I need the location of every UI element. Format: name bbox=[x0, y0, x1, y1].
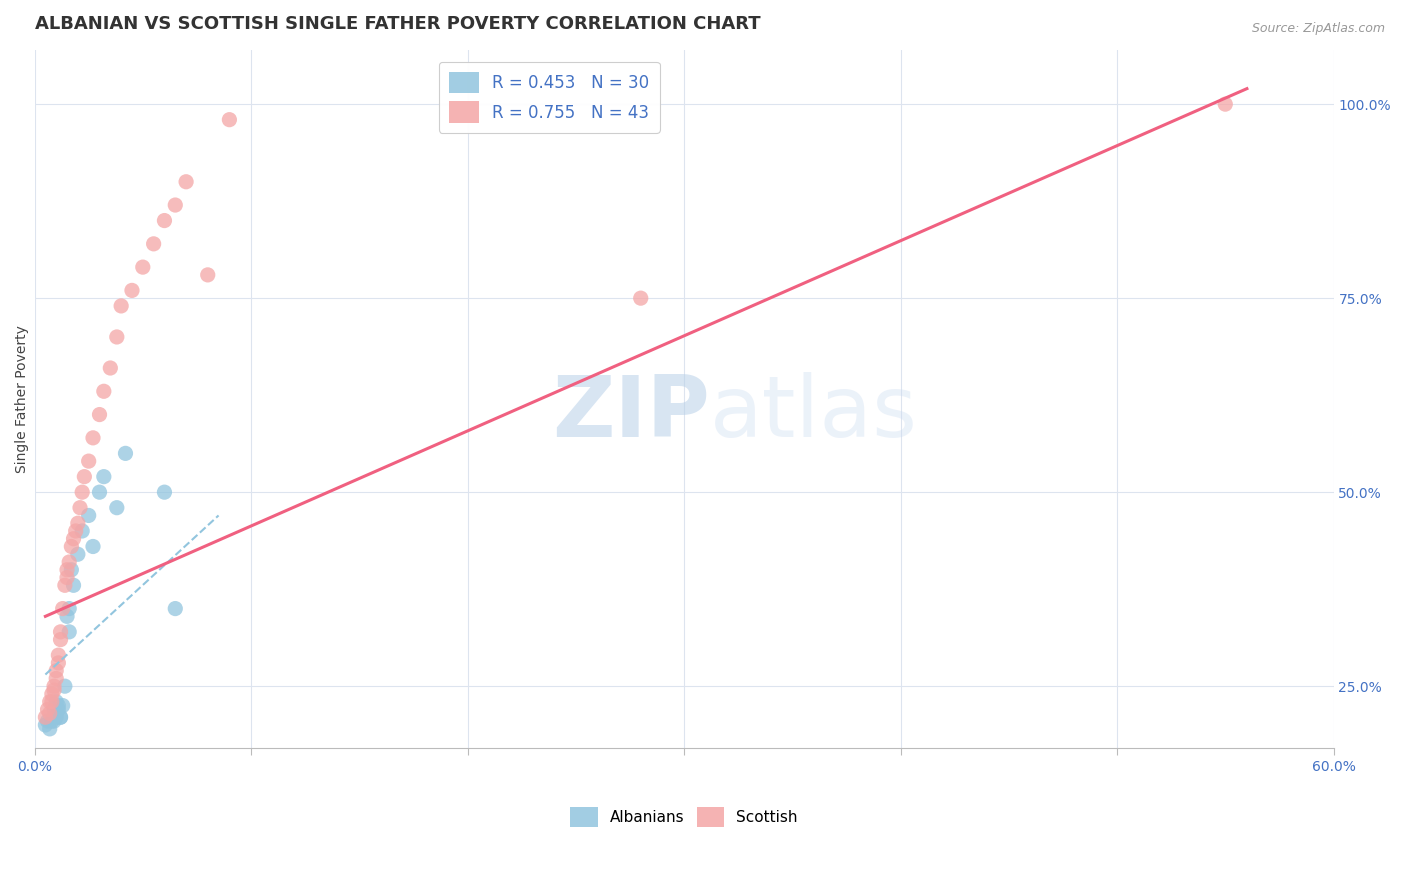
Point bbox=[45, 706, 67, 721]
Text: ZIP: ZIP bbox=[553, 371, 710, 455]
Point bbox=[110, 299, 132, 313]
Point bbox=[165, 198, 187, 212]
Point bbox=[153, 485, 176, 500]
Point bbox=[56, 563, 79, 577]
Point bbox=[58, 601, 80, 615]
Point bbox=[45, 672, 67, 686]
Point bbox=[49, 710, 72, 724]
Point bbox=[93, 469, 115, 483]
Point bbox=[53, 578, 76, 592]
Text: Source: ZipAtlas.com: Source: ZipAtlas.com bbox=[1251, 22, 1385, 36]
Legend: Albanians, Scottish: Albanians, Scottish bbox=[564, 801, 804, 833]
Point bbox=[58, 555, 80, 569]
Point bbox=[142, 236, 165, 251]
Point bbox=[77, 454, 100, 468]
Point bbox=[66, 547, 89, 561]
Point bbox=[174, 175, 197, 189]
Point bbox=[38, 695, 60, 709]
Point bbox=[105, 500, 128, 515]
Point bbox=[197, 268, 219, 282]
Point bbox=[60, 540, 83, 554]
Point bbox=[70, 485, 93, 500]
Point bbox=[98, 361, 121, 376]
Point bbox=[93, 384, 115, 399]
Point bbox=[56, 570, 79, 584]
Point bbox=[37, 702, 59, 716]
Point bbox=[218, 112, 240, 127]
Point bbox=[45, 710, 67, 724]
Point bbox=[1213, 97, 1236, 112]
Point bbox=[53, 679, 76, 693]
Point bbox=[52, 601, 75, 615]
Point bbox=[42, 679, 65, 693]
Point bbox=[62, 532, 84, 546]
Point bbox=[38, 722, 60, 736]
Point bbox=[82, 431, 104, 445]
Point bbox=[89, 408, 111, 422]
Point bbox=[45, 695, 67, 709]
Point bbox=[82, 540, 104, 554]
Point bbox=[48, 702, 70, 716]
Y-axis label: Single Father Poverty: Single Father Poverty bbox=[15, 325, 30, 473]
Text: ALBANIAN VS SCOTTISH SINGLE FATHER POVERTY CORRELATION CHART: ALBANIAN VS SCOTTISH SINGLE FATHER POVER… bbox=[35, 15, 761, 33]
Point bbox=[34, 718, 56, 732]
Point bbox=[52, 698, 75, 713]
Point bbox=[73, 469, 96, 483]
Point bbox=[38, 706, 60, 721]
Point bbox=[49, 710, 72, 724]
Point bbox=[37, 714, 59, 728]
Point bbox=[42, 714, 65, 728]
Point bbox=[121, 284, 143, 298]
Point bbox=[60, 563, 83, 577]
Point bbox=[66, 516, 89, 531]
Point bbox=[630, 291, 652, 305]
Point bbox=[45, 664, 67, 678]
Point bbox=[165, 601, 187, 615]
Point bbox=[132, 260, 155, 274]
Point bbox=[41, 714, 63, 728]
Point bbox=[48, 698, 70, 713]
Point bbox=[49, 632, 72, 647]
Point bbox=[62, 578, 84, 592]
Point bbox=[41, 695, 63, 709]
Text: atlas: atlas bbox=[710, 371, 918, 455]
Point bbox=[58, 624, 80, 639]
Point bbox=[89, 485, 111, 500]
Point bbox=[49, 624, 72, 639]
Point bbox=[42, 702, 65, 716]
Point bbox=[65, 524, 87, 538]
Point bbox=[70, 524, 93, 538]
Point bbox=[41, 687, 63, 701]
Point bbox=[77, 508, 100, 523]
Point bbox=[42, 683, 65, 698]
Point bbox=[48, 656, 70, 670]
Point bbox=[69, 500, 91, 515]
Point bbox=[48, 648, 70, 662]
Point bbox=[34, 710, 56, 724]
Point bbox=[114, 446, 136, 460]
Point bbox=[105, 330, 128, 344]
Point bbox=[56, 609, 79, 624]
Point bbox=[153, 213, 176, 227]
